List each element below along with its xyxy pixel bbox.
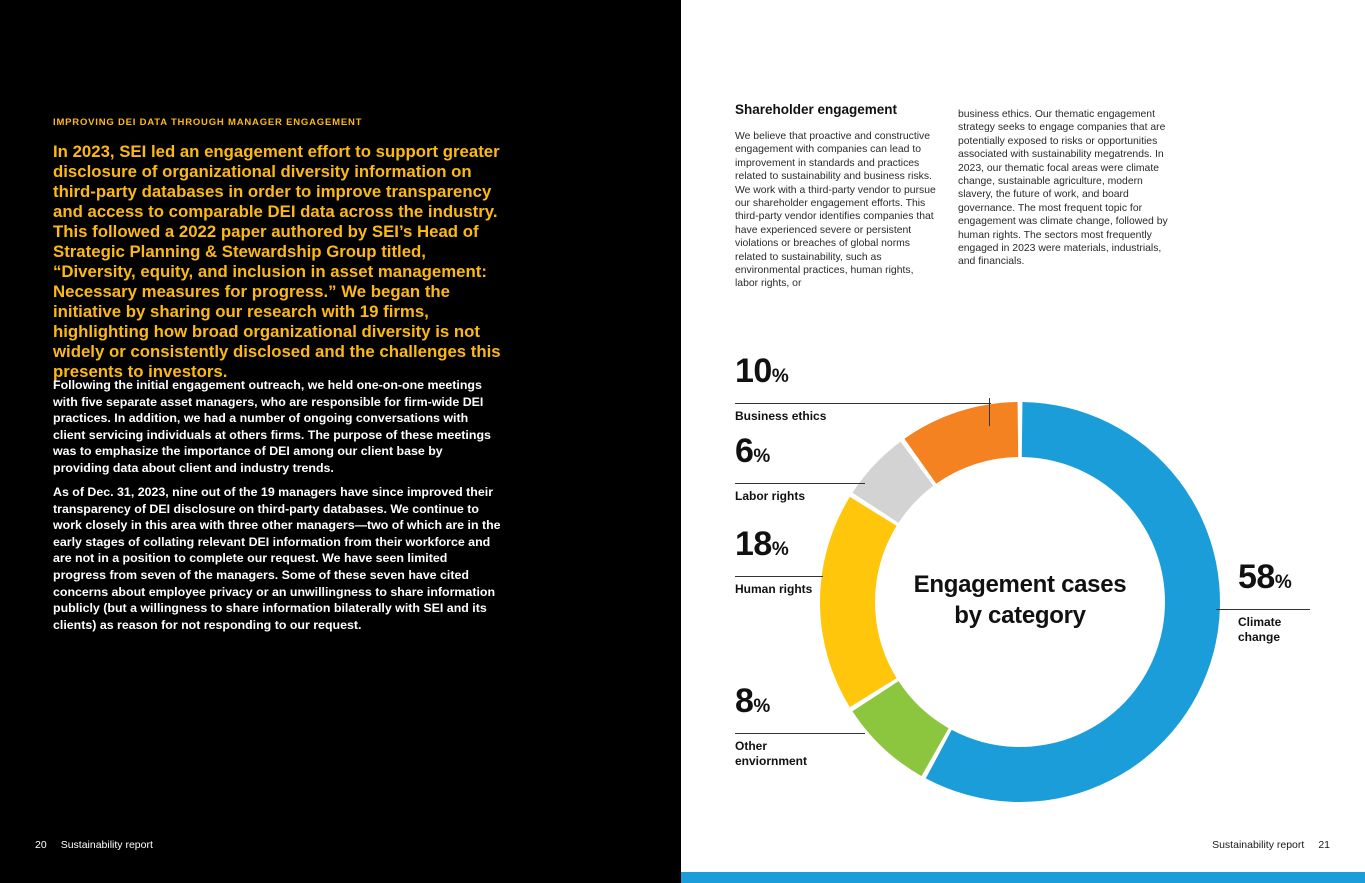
donut-segment-human-rights	[820, 496, 897, 708]
callout-label-labor-rights: Labor rights	[735, 489, 806, 503]
chart-title-line1: Engagement cases	[913, 571, 1127, 598]
chart-title: Engagement cases by category	[870, 569, 1170, 631]
donut-segment-labor-rights	[852, 441, 934, 523]
left-footer: 20 Sustainability report	[35, 839, 153, 851]
left-page: IMPROVING DEI DATA THROUGH MANAGER ENGAG…	[0, 0, 681, 883]
accent-bar	[681, 872, 1365, 883]
callout-value-labor-rights: 6%	[735, 432, 865, 476]
callout-other-environment: 8% Other enviornment	[735, 682, 865, 769]
callout-rule	[1216, 609, 1310, 610]
value-number: 8	[735, 682, 754, 720]
callout-rule	[735, 403, 991, 404]
donut-segment-other-enviornment	[852, 681, 949, 777]
value-number: 6	[735, 432, 754, 470]
left-page-number: 20	[35, 839, 47, 851]
callout-label-business-ethics: Business ethics	[735, 409, 827, 423]
callout-rule	[735, 576, 823, 577]
section-eyebrow: IMPROVING DEI DATA THROUGH MANAGER ENGAG…	[53, 117, 363, 128]
right-page-number: 21	[1318, 839, 1330, 851]
percent-sign: %	[771, 539, 789, 560]
left-paragraph-1: Following the initial engagement outreac…	[53, 378, 491, 475]
value-number: 18	[735, 525, 772, 563]
body-column-1: We believe that proactive and constructi…	[735, 131, 936, 290]
left-footer-label: Sustainability report	[60, 839, 153, 851]
callout-value-business-ethics: 10%	[735, 352, 991, 396]
callout-tick	[989, 398, 991, 426]
left-paragraph-2: As of Dec. 31, 2023, nine out of the 19 …	[53, 485, 501, 632]
section-heading: Shareholder engagement	[735, 102, 898, 117]
donut-segment-climate-change	[925, 402, 1220, 802]
body-column-2: business ethics. Our thematic engagement…	[958, 109, 1168, 268]
callout-business-ethics: 10% Business ethics	[735, 352, 991, 426]
value-number: 58	[1238, 558, 1275, 596]
callout-human-rights: 18% Human rights	[735, 525, 823, 597]
callout-label-climate-change: Climate change	[1238, 615, 1282, 644]
percent-sign: %	[1274, 572, 1292, 593]
percent-sign: %	[771, 366, 789, 387]
right-footer: Sustainability report 21	[1212, 839, 1330, 851]
callout-label-human-rights: Human rights	[735, 582, 813, 596]
right-page: Shareholder engagement We believe that p…	[681, 0, 1365, 883]
callout-value-human-rights: 18%	[735, 525, 823, 569]
callout-value-climate-change: 58%	[1238, 558, 1310, 602]
right-footer-label: Sustainability report	[1212, 839, 1305, 851]
callout-climate-change: 58% Climate change	[1216, 558, 1310, 645]
chart-title-line2: by category	[954, 602, 1086, 629]
percent-sign: %	[753, 446, 770, 467]
callout-value-other-environment: 8%	[735, 682, 865, 726]
callout-rule	[735, 483, 865, 484]
callout-rule	[735, 733, 865, 734]
callout-label-other-environment: Other enviornment	[735, 739, 808, 768]
headline: In 2023, SEI led an engagement effort to…	[53, 142, 501, 381]
value-number: 10	[735, 352, 772, 390]
callout-labor-rights: 6% Labor rights	[735, 432, 865, 504]
percent-sign: %	[753, 696, 770, 717]
